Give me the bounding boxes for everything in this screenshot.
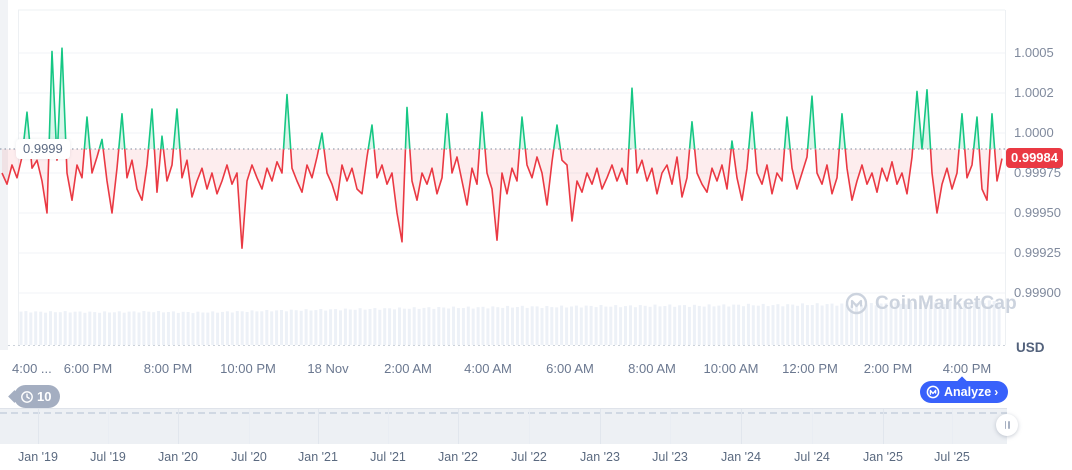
handle-grip-icon	[1004, 421, 1006, 429]
currency-label[interactable]: USD	[1016, 340, 1045, 355]
x-axis-tick-label: 10:00 PM	[220, 361, 276, 376]
navigator-date-label: Jan '23	[580, 450, 620, 464]
navigator-date-label: Jul '19	[90, 450, 126, 464]
navigator-date-label: Jul '25	[934, 450, 970, 464]
navigator-gridline	[458, 409, 459, 444]
badge-left-tail	[8, 390, 21, 403]
baseline-price-label: 0.9999	[16, 139, 70, 159]
navigator-date-label: Jan '20	[158, 450, 198, 464]
navigator-date-label: Jul '21	[370, 450, 406, 464]
x-axis-tick-label: 6:00 PM	[63, 361, 113, 376]
navigator-gridline	[812, 409, 813, 444]
navigator-gridline	[670, 409, 671, 444]
price-line-chart	[0, 9, 1006, 346]
x-axis-tick-label: 2:00 PM	[863, 361, 913, 376]
y-axis-tick-label: 1.0002	[1014, 85, 1054, 100]
x-axis-tick-label: 4:00 PM	[942, 361, 992, 376]
x-axis-tick-label: 18 Nov	[307, 361, 349, 376]
y-axis-tick-label: 0.99975	[1014, 165, 1061, 180]
navigator-gridline	[600, 409, 601, 444]
x-axis-tick-label: 8:00 PM	[143, 361, 193, 376]
page-background-strip	[0, 0, 8, 350]
navigator-gridline	[529, 409, 530, 444]
navigator-date-label: Jan '19	[18, 450, 58, 464]
navigator-date-label: Jul '23	[652, 450, 688, 464]
price-chart-plot[interactable]	[0, 0, 1010, 350]
y-axis-tick-label: 1.0005	[1014, 45, 1054, 60]
analyze-button-label: Analyze	[944, 385, 992, 399]
history-clock-icon	[21, 390, 33, 403]
x-axis-tick-label: 12:00 PM	[782, 361, 838, 376]
chevron-right-icon: ›	[994, 385, 999, 399]
navigator-gridline	[38, 409, 39, 444]
x-axis-tick-label: 6:00 AM	[546, 361, 594, 376]
navigator-gridline	[741, 409, 742, 444]
analyze-button[interactable]: Analyze ›	[920, 376, 1009, 403]
navigator-gridline	[178, 409, 179, 444]
coinmarketcap-watermark: CoinMarketCap	[845, 292, 1017, 315]
navigator-date-label: Jan '21	[298, 450, 338, 464]
y-axis-tick-label: 0.99925	[1014, 245, 1061, 260]
coinmarketcap-logo-icon	[926, 385, 940, 399]
navigator-series-line	[0, 412, 1007, 414]
history-events-badge[interactable]: 10	[8, 385, 61, 408]
y-axis-tick-label: 0.99950	[1014, 205, 1061, 220]
x-axis-tick-label: 4:00 AM	[464, 361, 512, 376]
navigator-date-label: Jan '24	[721, 450, 761, 464]
navigator-date-label: Jul '24	[794, 450, 830, 464]
watermark-text: CoinMarketCap	[875, 292, 1017, 314]
navigator-gridline	[883, 409, 884, 444]
timeline-navigator[interactable]	[0, 408, 1007, 444]
x-axis-tick-label: 8:00 AM	[628, 361, 676, 376]
coinmarketcap-logo-icon	[845, 292, 868, 315]
history-count: 10	[37, 389, 52, 404]
navigator-date-label: Jul '22	[511, 450, 547, 464]
handle-grip-icon	[1008, 421, 1010, 429]
y-axis[interactable]: 1.0005 1.0002 1.0000 0.99975 0.99950 0.99925 0…	[1010, 0, 1072, 350]
y-axis-tick-label: 0.99900	[1014, 285, 1061, 300]
navigator-gridline	[388, 409, 389, 444]
navigator-gridline	[318, 409, 319, 444]
navigator-date-label: Jan '22	[438, 450, 478, 464]
x-axis-tick-label: 2:00 AM	[384, 361, 432, 376]
navigator-date-label: Jul '20	[231, 450, 267, 464]
x-axis[interactable]: 4:00 ... 6:00 PM 8:00 PM 10:00 PM 18 Nov 2:00…	[0, 0, 1010, 380]
navigator-gridline	[108, 409, 109, 444]
navigator-date-label: Jan '25	[863, 450, 903, 464]
x-axis-tick-label: 10:00 AM	[703, 361, 759, 376]
navigator-gridline	[952, 409, 953, 444]
navigator-right-handle[interactable]	[996, 414, 1018, 436]
y-axis-tick-label: 1.0000	[1014, 125, 1054, 140]
current-price-badge: 0.99984	[1006, 148, 1063, 168]
navigator-gridline	[249, 409, 250, 444]
x-axis-tick-label: 4:00 ...	[12, 361, 52, 376]
